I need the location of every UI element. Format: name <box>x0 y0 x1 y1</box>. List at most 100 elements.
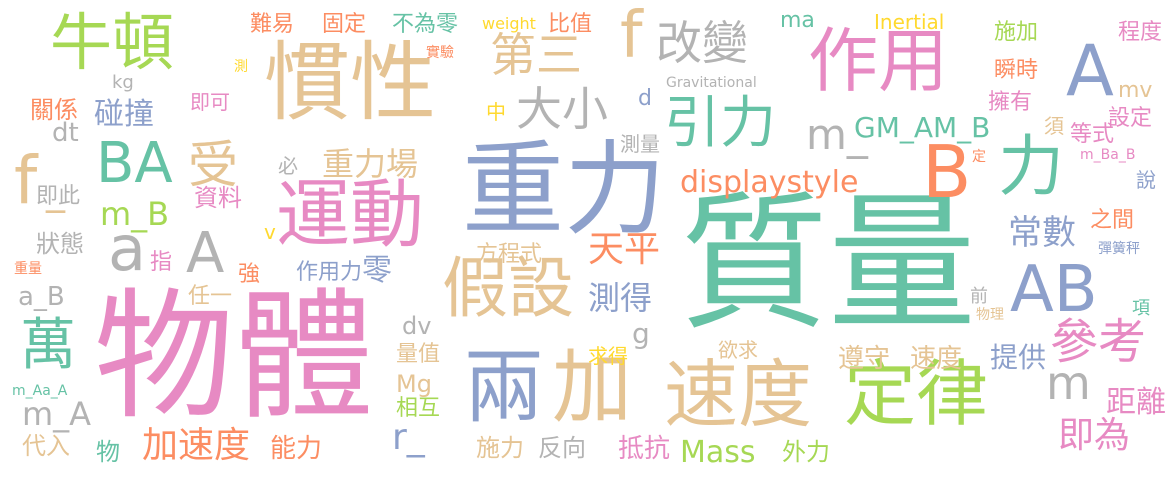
word-displaystyle: displaystyle <box>680 165 859 200</box>
word-celiang: 測量 <box>620 132 660 156</box>
word-qiang: 強 <box>238 262 261 287</box>
word-changshu: 常數 <box>1008 213 1076 253</box>
word-dengshi: 等式 <box>1070 122 1115 147</box>
word-li: 力 <box>998 128 1064 205</box>
word-jiwei: 即為 <box>1058 415 1131 456</box>
word-ziliao: 資料 <box>194 184 242 212</box>
word-m_Ba_B: m_Ba_B <box>1080 147 1136 163</box>
word-tanhuangcheng: 彈簧秤 <box>1098 241 1140 257</box>
word-GM_AM_B: GM_AM_B <box>854 111 991 144</box>
word-zunshou: 遵守 <box>838 344 891 374</box>
word-dairu: 代入 <box>22 432 70 460</box>
word-zhonglichang: 重力場 <box>322 145 419 183</box>
word-inertial: Inertial <box>874 10 945 34</box>
word-nanyi: 難易 <box>250 12 295 37</box>
word-bi: 必 <box>278 154 298 178</box>
word-ce: 測 <box>234 59 248 75</box>
word-wuti: 物體 <box>94 276 375 439</box>
word-shuo: 說 <box>1136 168 1156 192</box>
word-wan: 萬 <box>20 313 76 378</box>
word-sudu: 速度 <box>664 352 812 438</box>
word-m_B: m_B <box>100 195 170 233</box>
word-nengli: 能力 <box>270 434 323 464</box>
word-Mass: Mass <box>680 435 756 470</box>
word-xianghu: 相互 <box>396 396 441 421</box>
word-dikang: 抵抗 <box>618 434 671 464</box>
word-m-underscore: m_ <box>806 110 868 159</box>
word-dinglv: 定律 <box>844 352 989 436</box>
word-chengdu: 程度 <box>1118 20 1163 45</box>
word-ling: 零 <box>362 253 392 288</box>
word-ding: 定 <box>972 149 986 165</box>
word-A-large: A <box>1066 30 1114 112</box>
word-niudun: 牛頓 <box>50 6 175 79</box>
word-zhongliang: 重量 <box>14 261 42 277</box>
word-tianping: 天平 <box>588 229 661 270</box>
word-v: v <box>264 220 276 244</box>
word-zhijian: 之間 <box>1090 208 1135 233</box>
word-Mg: Mg <box>396 370 432 398</box>
word-shiyan: 實驗 <box>426 45 454 61</box>
word-shou: 受 <box>188 136 238 194</box>
word-xu: 須 <box>1044 114 1064 138</box>
word-fanxiang: 反向 <box>538 434 586 462</box>
word-liangzhi: 量值 <box>396 342 441 367</box>
word-jiashe: 假設 <box>442 250 574 327</box>
word-B: B <box>922 130 972 214</box>
word-zhiliang: 質量 <box>680 178 976 350</box>
word-yongyou: 擁有 <box>988 90 1033 115</box>
word-liang: 兩 <box>464 341 544 434</box>
word-guanxi: 關係 <box>30 96 78 124</box>
word-xiang: 項 <box>1132 298 1150 319</box>
word-wuli: 物理 <box>976 307 1004 323</box>
word-guanxing: 慣性 <box>264 33 436 133</box>
word-jike: 即可 <box>190 90 230 114</box>
word-waili: 外力 <box>782 438 830 466</box>
word-yundong: 運動 <box>276 172 424 258</box>
word-m_Aa_A: m_Aa_A <box>12 383 68 399</box>
word-a-gray: a <box>108 212 146 285</box>
word-wu: 物 <box>96 438 120 466</box>
word-renyi: 任一 <box>188 284 233 309</box>
word-zuoyong: 作用 <box>808 20 948 102</box>
word-jia: 加 <box>552 341 632 434</box>
word-gravitational: Gravitational <box>666 75 757 91</box>
word-BA: BA <box>96 131 173 196</box>
word-cankao: 參考 <box>1050 314 1147 370</box>
word-d: d <box>638 86 652 111</box>
word-zhong: 中 <box>486 100 506 124</box>
word-f-top: f <box>620 0 643 73</box>
word-bizhi: 比值 <box>548 12 593 37</box>
word-A-gray: A <box>186 221 225 286</box>
word-disan: 第三 <box>490 28 582 82</box>
word-sudu-small: 速度 <box>910 344 963 374</box>
word-dv: dv <box>402 312 432 340</box>
word-zhuangtai: 狀態 <box>36 230 84 258</box>
word-underscore: _ <box>46 169 65 213</box>
word-zhongli: 重力 <box>462 131 666 250</box>
word-r_: r_ <box>392 417 425 458</box>
word-buweiling: 不為零 <box>392 12 459 37</box>
word-yuqiu: 欲求 <box>718 338 758 362</box>
word-yinli: 引力 <box>664 91 776 156</box>
word-kg: kg <box>112 72 134 93</box>
word-tigong: 提供 <box>990 341 1047 374</box>
word-m_A: m_A <box>22 395 92 433</box>
word-dt: dt <box>52 118 79 148</box>
word-mv: mv <box>1118 78 1153 103</box>
word-zuoyongli: 作用力 <box>296 260 363 285</box>
word-g: g <box>632 317 650 350</box>
word-a_B: a_B <box>18 282 65 312</box>
word-jici: 即此 <box>36 184 81 209</box>
word-shijia: 施加 <box>994 20 1039 45</box>
word-qian: 前 <box>970 286 988 307</box>
word-f-left: f <box>14 142 38 219</box>
word-ma: ma <box>780 8 815 33</box>
word-shunshi: 瞬時 <box>994 58 1039 83</box>
word-AB: AB <box>1010 253 1098 327</box>
word-juli: 距離 <box>1106 385 1166 420</box>
word-gaibian: 改變 <box>656 16 748 70</box>
word-m: m <box>1046 356 1091 410</box>
word-cede: 測得 <box>588 279 653 317</box>
